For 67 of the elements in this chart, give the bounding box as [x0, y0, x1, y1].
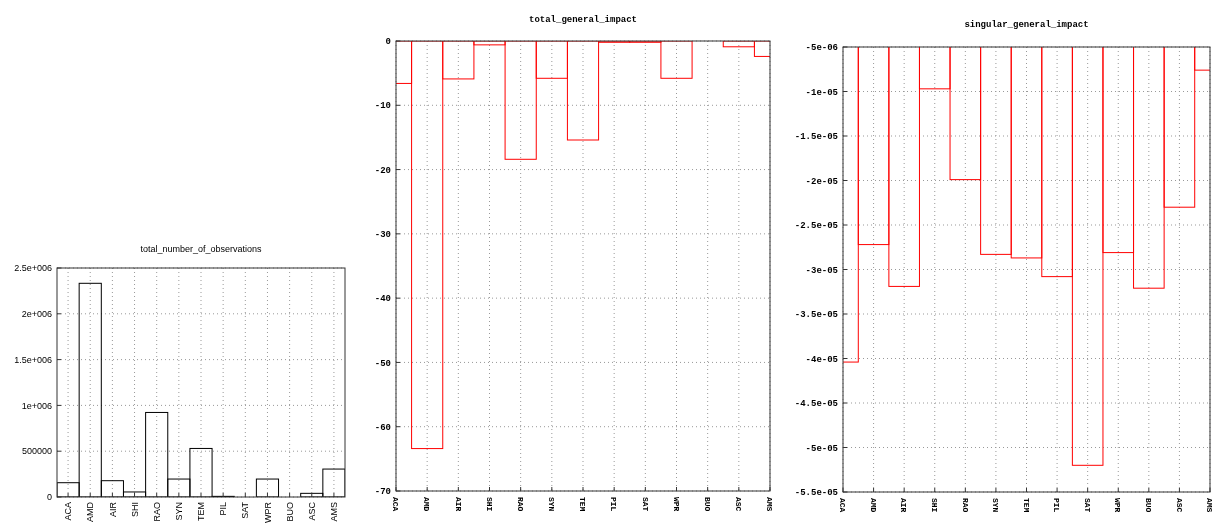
chart-title: total_number_of_observations: [140, 244, 263, 254]
y-tick-label: -5.5e-05: [794, 488, 838, 499]
y-tick-label: -60: [374, 422, 391, 433]
x-tick-label: ASC: [1174, 498, 1184, 513]
y-tick-label: -10: [374, 101, 391, 112]
x-tick-label: TEM: [196, 502, 207, 521]
y-tick-label: -1e-05: [805, 87, 838, 98]
x-tick-label: WPR: [1113, 498, 1123, 513]
x-tick-label: BUO: [702, 497, 712, 512]
y-tick-label: 500000: [21, 446, 52, 457]
x-tick-label: PIL: [218, 502, 229, 516]
x-tick-label: ASC: [306, 501, 317, 521]
y-tick-label: 2.5e+006: [14, 263, 52, 274]
x-tick-label: PIL: [609, 497, 619, 512]
y-tick-label: -5e-06: [805, 43, 838, 54]
x-tick-label: AMS: [329, 502, 340, 522]
x-tick-label: RAO: [151, 502, 162, 522]
chart-title: total_general_impact: [528, 15, 638, 25]
y-tick-label: -4e-05: [805, 354, 838, 365]
x-tick-label: SAT: [640, 497, 650, 512]
x-tick-label: SYN: [547, 497, 557, 512]
x-tick-label: AMD: [85, 501, 96, 522]
x-tick-label: TEM: [1021, 498, 1031, 513]
y-tick-label: -30: [374, 230, 391, 241]
y-tick-label: 0: [385, 37, 391, 48]
x-tick-label: AIR: [899, 498, 909, 513]
y-tick-label: -4.5e-05: [794, 399, 838, 410]
chart-title: singular_general_impact: [964, 20, 1089, 30]
x-tick-label: ACA: [63, 502, 74, 521]
x-tick-label: AMS: [765, 497, 775, 512]
x-tick-label: AIR: [453, 497, 463, 512]
y-tick-label: -50: [374, 358, 391, 369]
x-tick-label: AMS: [1205, 498, 1215, 513]
x-tick-label: SAT: [1082, 498, 1092, 513]
y-tick-label: -5e-05: [805, 443, 838, 454]
y-tick-label: 0: [46, 492, 52, 503]
x-tick-label: ACA: [838, 498, 848, 513]
x-tick-label: AMD: [868, 498, 878, 513]
x-tick-label: SYN: [991, 498, 1001, 513]
y-tick-label: -3e-05: [805, 265, 838, 276]
x-tick-label: BUO: [1144, 498, 1154, 513]
y-tick-label: -70: [374, 487, 391, 498]
y-tick-label: 1e+006: [21, 400, 52, 411]
y-tick-label: -2.5e-05: [794, 221, 838, 232]
x-tick-label: WPR: [671, 497, 681, 512]
y-tick-label: -3.5e-05: [794, 310, 838, 321]
x-tick-label: AIR: [107, 501, 118, 518]
x-tick-label: SHI: [129, 502, 140, 518]
y-tick-label: -20: [374, 165, 391, 176]
x-tick-label: SHI: [484, 497, 494, 512]
x-tick-label: SHI: [929, 498, 939, 513]
y-tick-label: 2e+006: [21, 308, 52, 319]
y-tick-label: -2e-05: [805, 176, 838, 187]
y-tick-label: -40: [374, 294, 391, 305]
x-tick-label: AMD: [422, 497, 432, 512]
x-tick-label: SAT: [240, 501, 251, 519]
x-tick-label: SYN: [174, 502, 184, 521]
x-tick-label: PIL: [1052, 498, 1062, 513]
x-tick-label: ACA: [391, 497, 401, 512]
x-tick-label: WPR: [262, 501, 273, 523]
x-tick-label: TEM: [578, 497, 588, 512]
y-tick-label: 1.5e+006: [14, 354, 52, 365]
x-tick-label: RAO: [960, 498, 970, 513]
x-tick-label: BUO: [284, 502, 295, 522]
x-tick-label: ASC: [734, 497, 744, 512]
x-tick-label: RAO: [515, 497, 525, 512]
y-tick-label: -1.5e-05: [794, 132, 838, 143]
